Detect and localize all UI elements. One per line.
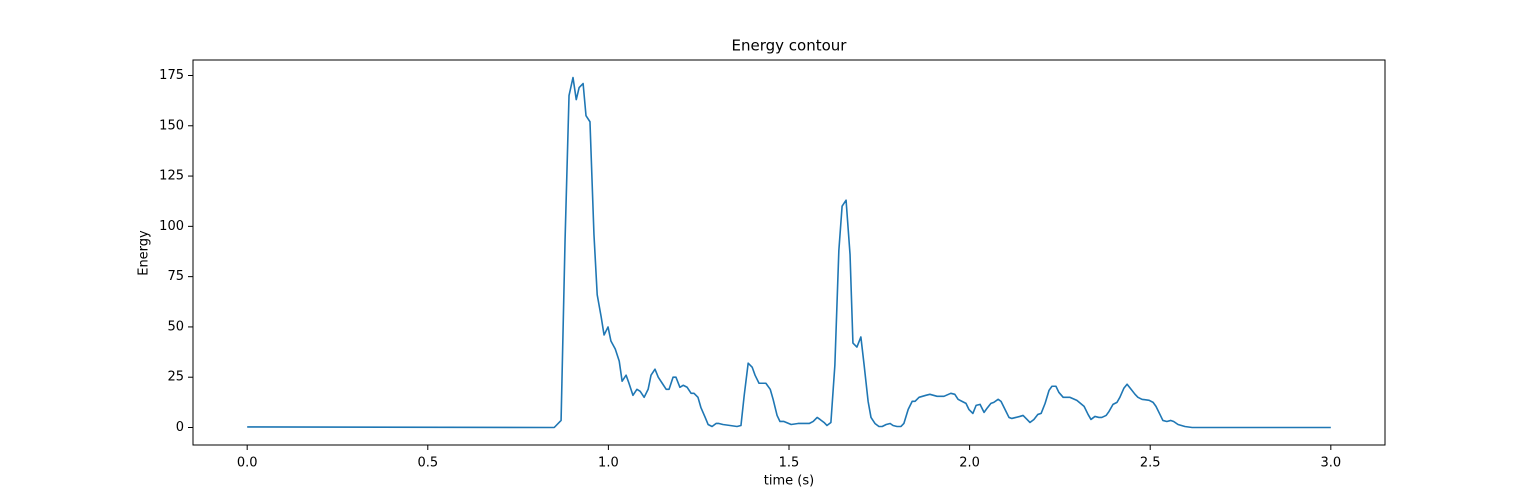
x-tick-label: 1.0 [598, 456, 619, 471]
y-tick-label: 75 [167, 269, 184, 284]
y-tick-label: 0 [176, 420, 184, 435]
y-axis-label: Energy [137, 230, 152, 276]
x-tick-label: 3.0 [1320, 456, 1341, 471]
x-tick-label: 2.5 [1140, 456, 1161, 471]
chart-title: Energy contour [732, 37, 848, 55]
y-tick-label: 100 [159, 219, 184, 234]
x-tick-label: 1.5 [779, 456, 800, 471]
x-tick-label: 2.0 [959, 456, 980, 471]
x-tick-label: 0.5 [417, 456, 438, 471]
energy-line [247, 76, 1331, 429]
y-tick-label: 125 [159, 169, 184, 184]
y-tick-label: 50 [167, 319, 184, 334]
y-tick-label: 175 [159, 68, 184, 83]
plot-frame [192, 59, 1386, 446]
x-tick-label: 0.0 [237, 456, 258, 471]
x-axis-label: time (s) [764, 474, 814, 489]
y-tick-label: 150 [159, 118, 184, 133]
y-tick-label: 25 [167, 370, 184, 385]
